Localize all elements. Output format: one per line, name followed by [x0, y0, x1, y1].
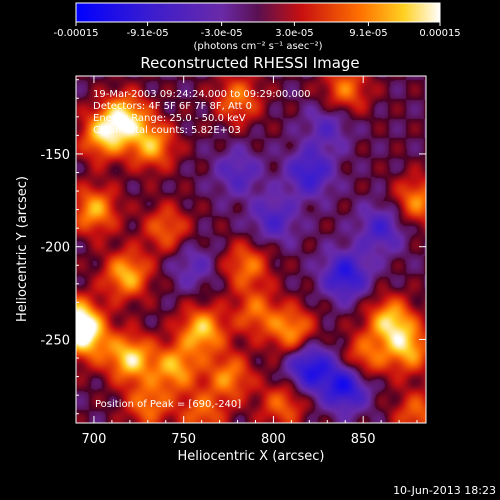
chart-title: Reconstructed RHESSI Image [140, 54, 359, 72]
colorbar-tick-label: -0.00015 [54, 28, 99, 39]
annotation-line: Energy Range: 25.0 - 50.0 keV [93, 113, 246, 124]
colorbar-unit-label: (photons cm⁻² s⁻¹ asec⁻²) [193, 41, 322, 52]
peak-position-annotation: Position of Peak = [690,-240] [95, 399, 241, 410]
colorbar-ticks: -0.00015 -9.1e-05 -3.0e-05 3.0e-05 9.1e-05 0.… [54, 22, 461, 39]
heatmap-image [76, 76, 426, 423]
colorbar-tick-label: -9.1e-05 [127, 28, 169, 39]
x-tick-label: 700 [82, 432, 107, 447]
annotation-line: Detectors: 4F 5F 6F 7F 8F, Att 0 [93, 101, 252, 112]
x-tick-label: 850 [351, 432, 376, 447]
y-tick-label: -150 [40, 148, 70, 163]
colorbar-tick-label: -3.0e-05 [201, 28, 243, 39]
colorbar [76, 3, 440, 22]
y-axis-label: Heliocentric Y (arcsec) [15, 176, 30, 322]
x-axis-label: Heliocentric X (arcsec) [178, 449, 325, 464]
axis-ticks: 700 750 800 850 -150 -200 -250 [40, 76, 426, 447]
annotations: 19-Mar-2003 09:24:24.000 to 09:29:00.000… [93, 89, 311, 410]
x-tick-label: 750 [171, 432, 196, 447]
colorbar-frame [75, 2, 441, 23]
colorbar-tick-label: 3.0e-05 [275, 28, 313, 39]
annotation-line: Clean Total counts: 5.82E+03 [93, 125, 241, 136]
plot-frame [75, 75, 427, 424]
y-tick-label: -200 [40, 241, 70, 256]
colorbar-tick-label: 0.00015 [419, 28, 460, 39]
colorbar-tick-label: 9.1e-05 [349, 28, 387, 39]
footer-timestamp: 10-Jun-2013 18:23 [393, 484, 496, 497]
y-tick-label: -250 [40, 333, 70, 348]
x-tick-label: 800 [261, 432, 286, 447]
annotation-line: 19-Mar-2003 09:24:24.000 to 09:29:00.000 [93, 89, 311, 100]
heatmap-area [76, 76, 426, 423]
